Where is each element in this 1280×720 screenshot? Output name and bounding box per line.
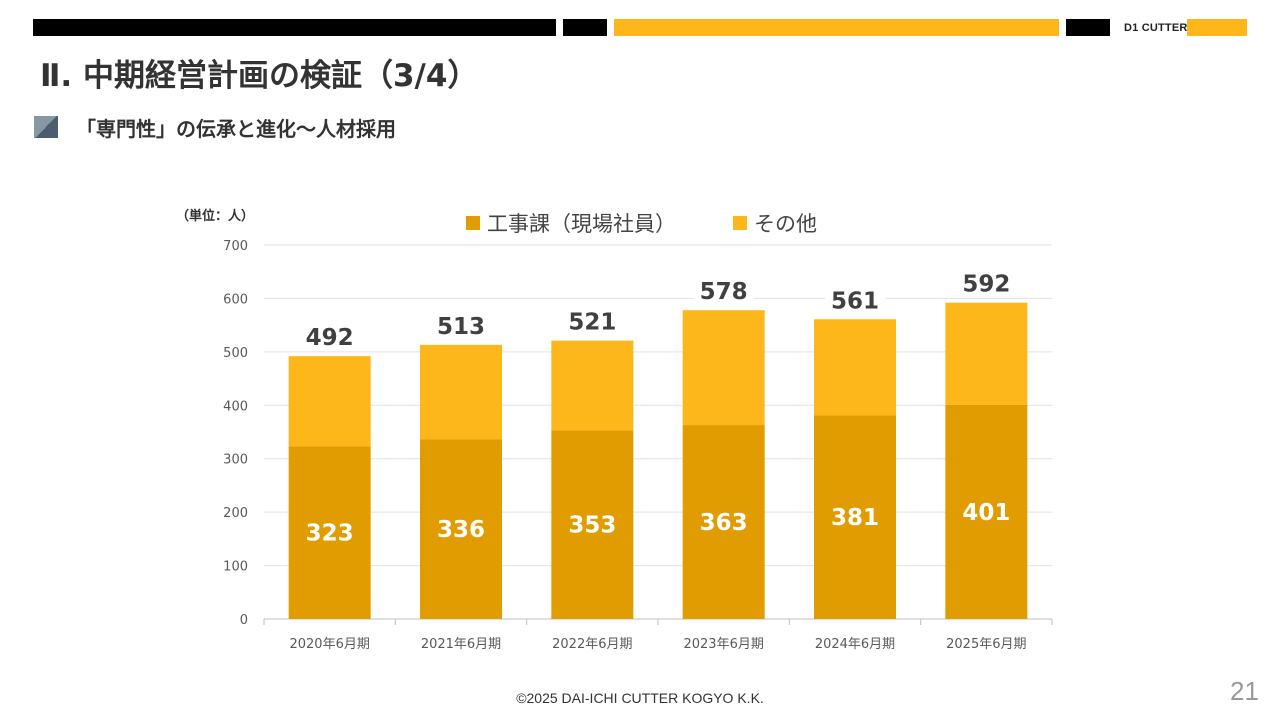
data-label-total: 513	[437, 314, 485, 340]
bar-segment-koujika	[551, 430, 634, 619]
y-tick-label: 700	[223, 239, 248, 254]
x-tick-label: 2023年6月期	[683, 637, 763, 652]
bar-segment-koujika	[814, 415, 896, 619]
header-bar-yellow-1	[614, 19, 1059, 36]
legend-label-other: その他	[754, 212, 817, 236]
bar-segment-koujika	[682, 425, 765, 619]
legend-swatch-dark	[466, 216, 480, 230]
legend-item-other: その他	[733, 208, 817, 238]
x-tick-label: 2022年6月期	[552, 637, 632, 652]
data-label-koujika: 353	[568, 513, 616, 539]
data-label-background	[562, 304, 623, 335]
header-bar-black-3	[1066, 19, 1110, 36]
bar-segment-other	[288, 356, 371, 447]
bar-segment-koujika	[420, 439, 502, 619]
data-label-koujika: 363	[700, 510, 748, 536]
section-subtitle: 「専門性」の伝承と進化～人材採用	[76, 117, 396, 141]
data-label-background	[431, 308, 491, 339]
legend-item-koujika: 工事課（現場社員）	[466, 208, 676, 238]
data-label-total: 521	[568, 310, 616, 336]
bar-segment-other	[682, 310, 765, 426]
bar-segment-koujika	[288, 446, 371, 619]
bar-segment-koujika	[945, 404, 1028, 619]
legend-swatch-light	[733, 216, 747, 230]
data-label-koujika: 336	[437, 517, 485, 543]
x-tick-label: 2020年6月期	[289, 637, 369, 652]
data-label-koujika: 381	[831, 505, 879, 531]
x-tick-label: 2025年6月期	[946, 637, 1026, 652]
page-number: 21	[1230, 676, 1259, 706]
header-bar-yellow-2	[1187, 19, 1247, 36]
data-label-total: 561	[831, 288, 879, 314]
data-label-background	[956, 266, 1017, 297]
y-tick-label: 200	[223, 506, 248, 521]
data-label-background	[693, 274, 754, 305]
chart-unit-label: （単位：人）	[176, 209, 255, 224]
y-tick-label: 400	[223, 399, 248, 414]
y-tick-label: 500	[223, 346, 248, 361]
data-label-koujika: 401	[962, 500, 1010, 526]
y-tick-label: 100	[223, 560, 248, 575]
x-tick-label: 2021年6月期	[421, 637, 501, 652]
data-label-background	[299, 320, 360, 351]
data-label-total: 592	[962, 272, 1010, 298]
y-tick-label: 300	[223, 453, 248, 468]
bar-segment-other	[420, 344, 502, 440]
y-tick-label: 600	[223, 292, 248, 307]
x-tick-label: 2024年6月期	[815, 637, 895, 652]
data-label-total: 492	[306, 325, 354, 351]
y-tick-label: 0	[240, 613, 248, 628]
copyright-footer: ©2025 DAI-ICHI CUTTER KOGYO K.K.	[516, 690, 764, 706]
company-logo: D1 CUTTER	[1124, 22, 1188, 34]
data-label-background	[825, 283, 885, 314]
bar-segment-other	[945, 302, 1028, 405]
data-label-koujika: 323	[306, 521, 354, 547]
legend-label-koujika: 工事課（現場社員）	[487, 212, 676, 236]
square-bullet-icon	[34, 116, 58, 138]
header-bar-black-1	[33, 19, 556, 36]
page-title: Ⅱ. 中期経営計画の検証（3/4）	[40, 58, 479, 94]
bar-segment-other	[814, 319, 896, 416]
bar-segment-other	[551, 340, 634, 431]
data-label-total: 578	[700, 279, 748, 305]
header-bar-black-2	[563, 19, 607, 36]
